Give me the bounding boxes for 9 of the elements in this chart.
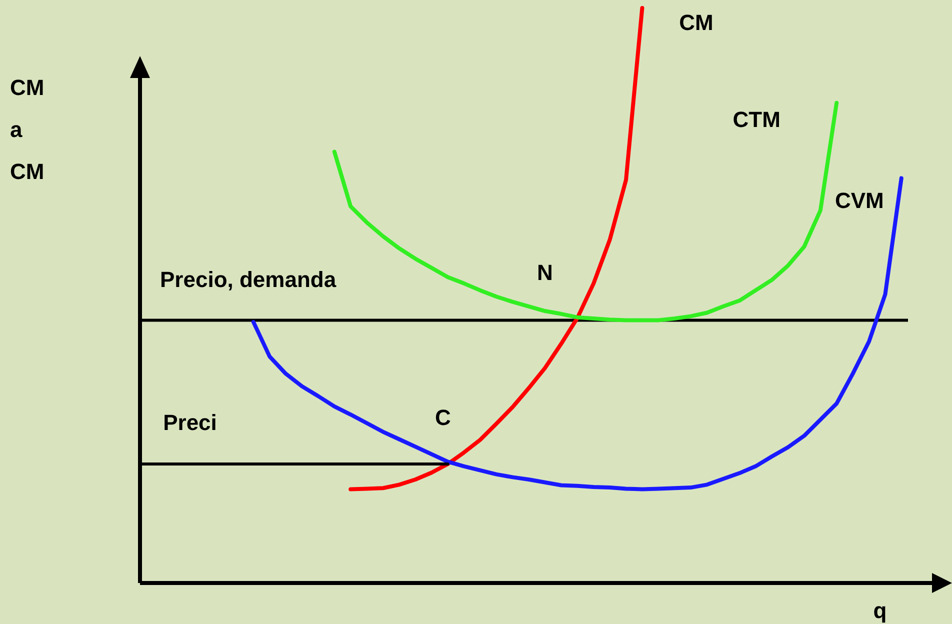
series-label: CVM xyxy=(834,188,884,214)
x-axis-title: q xyxy=(873,598,887,623)
text: CTM xyxy=(732,106,780,132)
annotation: Preci xyxy=(163,410,217,435)
annotation: C xyxy=(435,405,452,430)
ref-line-label: Precio, demanda xyxy=(160,267,337,292)
series-label: CM xyxy=(679,10,714,35)
annotation: N xyxy=(537,260,553,285)
y-axis-title: CM a CM xyxy=(10,75,44,184)
